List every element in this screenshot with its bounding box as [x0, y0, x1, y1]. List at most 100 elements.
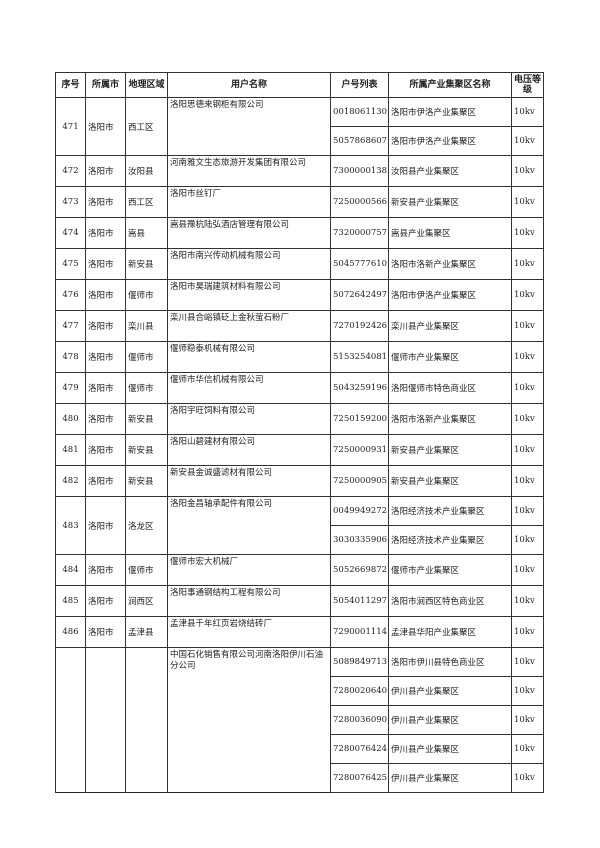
- industrial-zone: 偃师市产业集聚区: [388, 341, 512, 373]
- district: 洛龙区: [125, 496, 168, 555]
- user-name: 河南雅文生态旅游开发集团有限公司: [167, 155, 331, 187]
- table-line: [330, 767, 331, 771]
- table-row: 5057868607 洛阳市伊洛产业集聚区 10kv: [56, 126, 544, 156]
- row-number: 481: [55, 434, 86, 466]
- voltage-level: 10kv: [511, 734, 544, 764]
- voltage-level: 10kv: [511, 403, 544, 435]
- header-account-list: 户号列表: [330, 72, 389, 98]
- user-name: 偃师稳泰机械有限公司: [167, 341, 331, 373]
- account-number: 5153254081: [330, 341, 389, 373]
- user-name: 嵩县豫杭陆弘酒店管理有限公司: [167, 217, 331, 249]
- industrial-zone: 洛阳偃师市特色商业区: [388, 372, 512, 404]
- row-number: 480: [55, 403, 86, 435]
- voltage-level: 10kv: [511, 434, 544, 466]
- table-row: 7280076425 伊川县产业集聚区 10kv: [56, 763, 544, 793]
- industrial-zone: 伊川县产业集聚区: [388, 676, 512, 706]
- industrial-zone: 汝阳县产业集聚区: [388, 155, 512, 187]
- city: 洛阳市: [85, 585, 126, 617]
- city: 洛阳市: [85, 465, 126, 497]
- city: 洛阳市: [85, 217, 126, 249]
- voltage-level: 10kv: [511, 496, 544, 526]
- district: 涧西区: [125, 585, 168, 617]
- account-number: 5072642497: [330, 279, 389, 311]
- user-name: 孟津县千年红页岩烧结砖厂: [167, 616, 331, 648]
- account-number: 7250000931: [330, 434, 389, 466]
- user-name: 洛阳山碧建材有限公司: [167, 434, 331, 466]
- city: [85, 647, 126, 793]
- industrial-zone: 栾川县产业集聚区: [388, 310, 512, 342]
- city: 洛阳市: [85, 554, 126, 586]
- account-number: 5057868607: [330, 126, 389, 156]
- industrial-zone: 孟津县华阳产业集聚区: [388, 616, 512, 648]
- account-number: 7270192426: [330, 310, 389, 342]
- header-district: 地理区域: [125, 72, 168, 98]
- district: 西工区: [125, 97, 168, 156]
- header-industrial-zone: 所属产业集聚区名称: [388, 72, 512, 98]
- industrial-zone: 嵩县产业集聚区: [388, 217, 512, 249]
- table-row: 482 洛阳市 新安县 新安县金诚盛滤材有限公司 7250000905 新安县产业集聚区 1…: [55, 465, 544, 497]
- voltage-level: 10kv: [511, 248, 544, 280]
- voltage-level: 10kv: [511, 310, 544, 342]
- account-number: 7250159200: [330, 403, 389, 435]
- district: 偃师市: [125, 279, 168, 311]
- table-row: 478 洛阳市 偃师市 偃师稳泰机械有限公司 5153254081 偃师市产业集聚区 10k…: [55, 341, 544, 373]
- voltage-level: 10kv: [511, 525, 544, 555]
- industrial-zone: 洛阳市洛新产业集聚区: [388, 248, 512, 280]
- account-number: 7250000905: [330, 465, 389, 497]
- user-name: 洛阳市昊瑞建筑材料有限公司: [167, 279, 331, 311]
- row-number: 479: [55, 372, 86, 404]
- table-line: [125, 767, 126, 771]
- district: 偃师市: [125, 554, 168, 586]
- voltage-level: 10kv: [511, 97, 544, 127]
- city: 洛阳市: [85, 341, 126, 373]
- header-user-name: 用户名称: [167, 72, 331, 98]
- voltage-level: 10kv: [511, 676, 544, 706]
- district: 偃师市: [125, 372, 168, 404]
- table-row: 476 洛阳市 偃师市 洛阳市昊瑞建筑材料有限公司 5072642497 洛阳市伊洛产业集…: [55, 279, 544, 311]
- voltage-level: 10kv: [511, 279, 544, 311]
- voltage-level: 10kv: [511, 616, 544, 648]
- city: 洛阳市: [85, 279, 126, 311]
- row-number: 483: [55, 496, 86, 555]
- user-name: 洛阳宇旺饲料有限公司: [167, 403, 331, 435]
- district: [125, 647, 168, 793]
- city: 洛阳市: [85, 155, 126, 187]
- district: 新安县: [125, 434, 168, 466]
- city: 洛阳市: [85, 434, 126, 466]
- table-row: 473 洛阳市 西工区 洛阳市丝钉厂 7250000566 新安县产业集聚区 10kv: [55, 186, 544, 218]
- account-number: 0018061130: [330, 97, 389, 127]
- city: 洛阳市: [85, 403, 126, 435]
- table-line: [85, 767, 86, 771]
- table-row: 480 洛阳市 新安县 洛阳宇旺饲料有限公司 7250159200 洛阳市洛新产业集聚区 1…: [55, 403, 544, 435]
- table-row: 485 洛阳市 涧西区 洛阳事通钢结构工程有限公司 5054011297 洛阳市涧西区特色…: [55, 585, 544, 617]
- account-number: 3030335906: [330, 525, 389, 555]
- voltage-level: 10kv: [511, 126, 544, 156]
- industrial-zone: 洛阳市伊洛产业集聚区: [388, 126, 512, 156]
- row-number: 477: [55, 310, 86, 342]
- row-number: 482: [55, 465, 86, 497]
- voltage-level: 10kv: [511, 341, 544, 373]
- voltage-level: 10kv: [511, 186, 544, 218]
- industrial-zone: 洛阳市伊洛产业集聚区: [388, 97, 512, 127]
- row-number: 484: [55, 554, 86, 586]
- district: 孟津县: [125, 616, 168, 648]
- city: 洛阳市: [85, 310, 126, 342]
- table-row: 477 洛阳市 栾川县 栾川县合峪镇砭上金秋萤石粉厂 7270192426 栾川县产业集聚…: [55, 310, 544, 342]
- table-row: 7280036090 伊川县产业集聚区 10kv: [56, 705, 544, 735]
- row-number: 473: [55, 186, 86, 218]
- account-number: 7280036090: [330, 705, 389, 735]
- district: 嵩县: [125, 217, 168, 249]
- district: 栾川县: [125, 310, 168, 342]
- voltage-level: 10kv: [511, 217, 544, 249]
- district: 西工区: [125, 186, 168, 218]
- user-name: 洛阳市南兴传动机械有限公司: [167, 248, 331, 280]
- user-name: 中国石化销售有限公司河南洛阳伊川石油分公司: [167, 647, 331, 793]
- account-number: 7290001114: [330, 616, 389, 648]
- industrial-zone: 洛阳经济技术产业集聚区: [388, 525, 512, 555]
- account-number: 5043259196: [330, 372, 389, 404]
- row-number: 474: [55, 217, 86, 249]
- account-number: 7250000566: [330, 186, 389, 218]
- industrial-zone: 洛阳市涧西区特色商业区: [388, 585, 512, 617]
- voltage-level: 10kv: [511, 585, 544, 617]
- voltage-level: 10kv: [511, 155, 544, 187]
